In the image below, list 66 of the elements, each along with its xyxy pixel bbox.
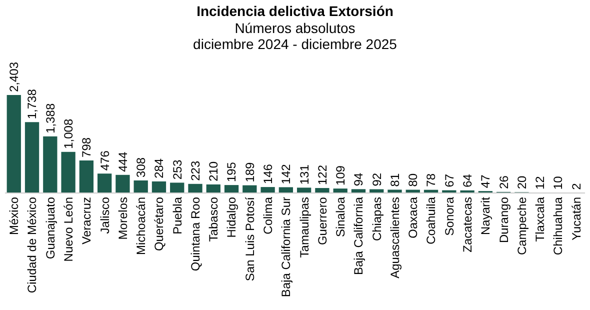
x-tick-label: Jalisco xyxy=(98,196,112,234)
x-tick-label: México xyxy=(7,196,22,236)
x-tick-label: Aguascalientes xyxy=(388,197,402,278)
x-tick-label: Tamaulipas xyxy=(297,197,312,258)
x-tick-label: Querétaro xyxy=(152,196,166,252)
data-label: 195 xyxy=(224,162,239,182)
data-label: 210 xyxy=(206,161,221,182)
data-label: 47 xyxy=(478,174,493,188)
x-tick-label: Nuevo León xyxy=(61,197,76,262)
data-label: 67 xyxy=(442,174,456,188)
x-tick-label: Puebla xyxy=(170,196,184,234)
x-tick-label: Michoacán xyxy=(134,197,148,256)
data-label: 1,008 xyxy=(61,118,76,149)
x-tick-label: Colima xyxy=(260,196,275,234)
x-tick-label: Veracruz xyxy=(80,197,94,244)
data-label: 223 xyxy=(188,160,202,181)
chart-title: Incidencia delictiva Extorsión xyxy=(196,3,394,19)
x-tick-label: Sinaloa xyxy=(334,196,348,238)
x-tick-label: Guerrero xyxy=(315,196,330,246)
data-label: 798 xyxy=(80,137,94,158)
data-label: 12 xyxy=(533,176,548,190)
x-tick-label: Baja California xyxy=(352,196,366,276)
x-tick-label: Guanajuato xyxy=(43,196,58,260)
x-tick-label: Campeche xyxy=(514,196,529,256)
data-label: 146 xyxy=(260,164,275,184)
data-label: 189 xyxy=(242,162,257,182)
data-label: 109 xyxy=(334,165,348,186)
data-label: 284 xyxy=(152,158,166,178)
x-tick-label: Chihuahua xyxy=(551,196,566,256)
x-tick-label: Zacatecas xyxy=(460,197,474,252)
data-label: 1,388 xyxy=(43,103,58,134)
x-tick-label: Nayarit xyxy=(478,196,493,236)
x-tick-label: Oaxaca xyxy=(406,196,420,238)
x-tick-label: Yucatán xyxy=(569,197,584,240)
data-label: 142 xyxy=(279,164,294,184)
data-label: 80 xyxy=(406,173,420,187)
data-label: 2,403 xyxy=(7,62,22,92)
x-tick-label: San Luis Potosí xyxy=(242,196,257,282)
data-label: 20 xyxy=(514,176,529,190)
data-label: 131 xyxy=(297,164,312,185)
data-label: 2 xyxy=(569,182,584,190)
x-tick-label: Morelos xyxy=(116,197,130,240)
data-label: 122 xyxy=(315,164,330,186)
x-tick-label: Tlaxcala xyxy=(533,196,548,242)
data-label: 92 xyxy=(370,172,384,186)
x-tick-label: Coahuila xyxy=(424,196,438,244)
x-tick-label: Baja California Sur xyxy=(279,197,294,298)
data-label: 444 xyxy=(116,152,130,172)
x-tick-label: Chiapas xyxy=(370,197,384,242)
data-label: 64 xyxy=(460,174,474,188)
data-label: 253 xyxy=(170,159,184,180)
x-tick-label: Hidalgo xyxy=(224,196,239,238)
data-label: 308 xyxy=(134,157,148,178)
data-label: 94 xyxy=(352,172,366,186)
data-label: 26 xyxy=(496,175,511,189)
chart-subtitle: Números absolutos diciembre 2024 - diciembre 2025 xyxy=(193,20,398,52)
data-label: 81 xyxy=(388,173,402,187)
x-tick-label: Tabasco xyxy=(206,196,221,242)
data-label: 476 xyxy=(98,150,112,171)
x-tick-label: Ciudad de México xyxy=(25,196,40,294)
data-label: 10 xyxy=(551,176,566,190)
x-tick-label: Durango xyxy=(496,196,511,244)
data-label: 78 xyxy=(424,173,438,187)
x-tick-label: Quintana Roo xyxy=(188,196,202,272)
data-label: 1,738 xyxy=(25,88,40,120)
x-tick-label: Sonora xyxy=(442,196,456,236)
